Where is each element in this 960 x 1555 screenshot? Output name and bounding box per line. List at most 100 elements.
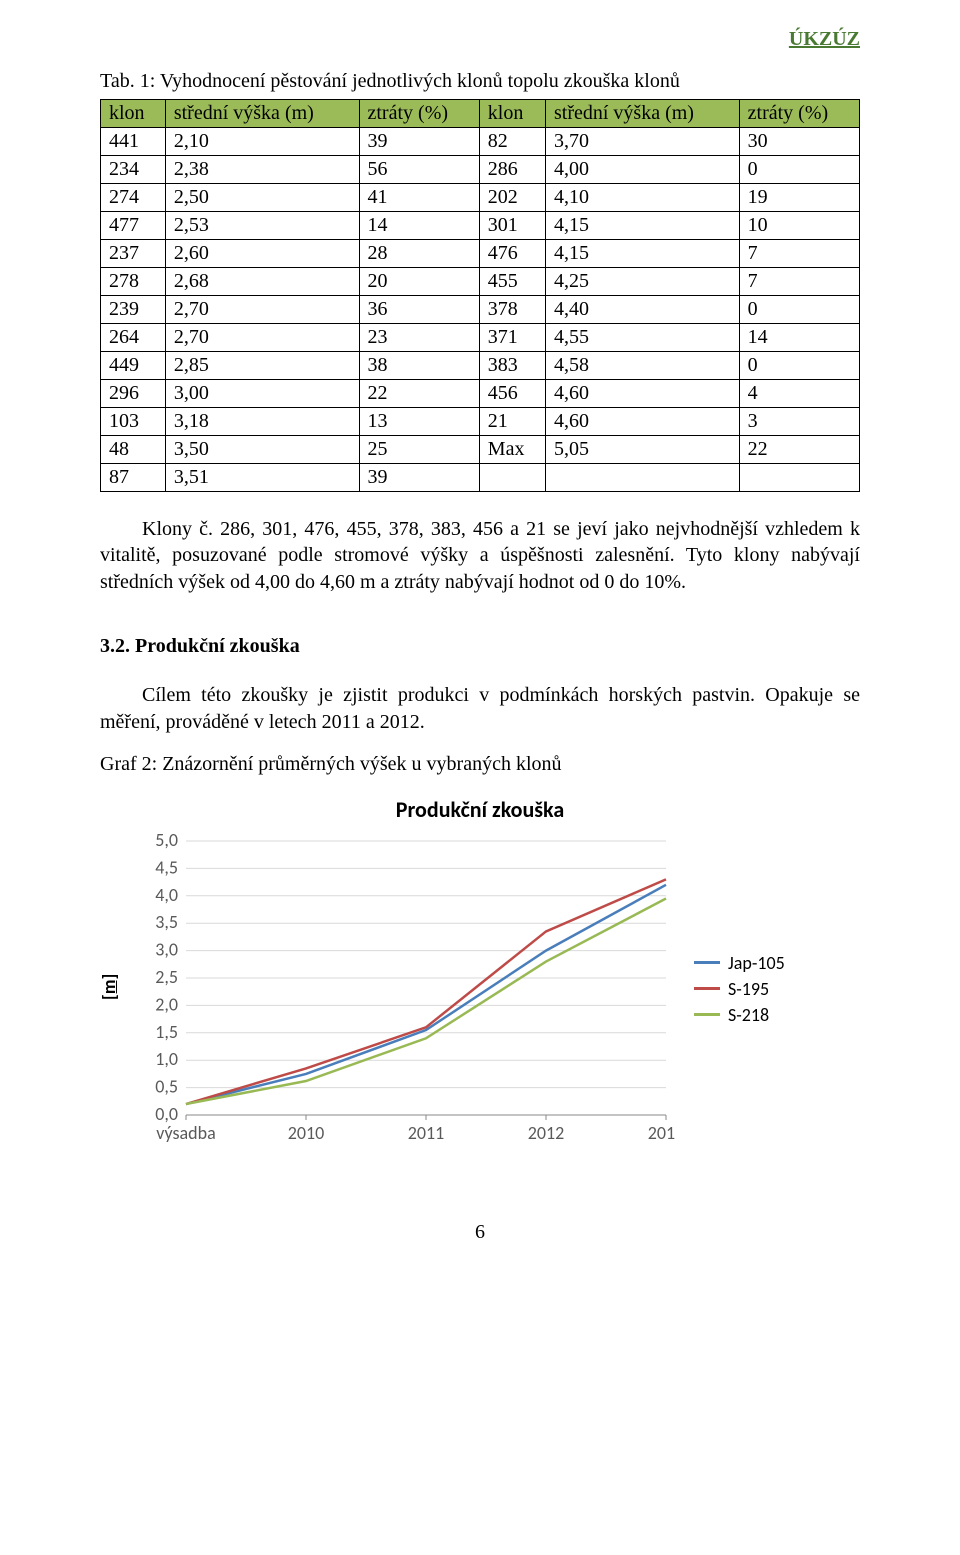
table1-cell: 56 xyxy=(359,156,479,184)
legend-swatch xyxy=(694,1013,720,1016)
legend-item: Jap-105 xyxy=(694,952,785,974)
table1-cell: 3,70 xyxy=(546,128,740,156)
table1-header-cell: střední výška (m) xyxy=(165,100,359,128)
table-row: 1033,1813214,603 xyxy=(101,408,860,436)
table1-cell: 4,15 xyxy=(546,240,740,268)
table1-cell: 14 xyxy=(359,212,479,240)
table1-cell: 3,18 xyxy=(165,408,359,436)
table1-cell: 36 xyxy=(359,296,479,324)
table1-cell: 4,55 xyxy=(546,324,740,352)
table1-cell: 371 xyxy=(479,324,545,352)
table-row: 2392,70363784,400 xyxy=(101,296,860,324)
table1-cell: 2,60 xyxy=(165,240,359,268)
table1-cell: 274 xyxy=(101,184,166,212)
svg-text:3,0: 3,0 xyxy=(155,939,178,961)
legend-swatch xyxy=(694,961,720,964)
table1-header-cell: ztráty (%) xyxy=(359,100,479,128)
table1-cell: 0 xyxy=(739,156,859,184)
table1-cell: 4,40 xyxy=(546,296,740,324)
table1-cell: 4 xyxy=(739,380,859,408)
table1-cell: 278 xyxy=(101,268,166,296)
table1-header-cell: ztráty (%) xyxy=(739,100,859,128)
table-row: 873,5139 xyxy=(101,464,860,492)
table1: klonstřední výška (m)ztráty (%)klonstřed… xyxy=(100,99,860,492)
table1-cell: 3,00 xyxy=(165,380,359,408)
table1-cell: 2,68 xyxy=(165,268,359,296)
table1-cell: 14 xyxy=(739,324,859,352)
table1-cell: 301 xyxy=(479,212,545,240)
table1-cell: 476 xyxy=(479,240,545,268)
svg-text:2,5: 2,5 xyxy=(155,966,178,988)
table1-cell: 82 xyxy=(479,128,545,156)
legend-item: S-195 xyxy=(694,978,785,1000)
table1-cell: 10 xyxy=(739,212,859,240)
table1-cell: 3 xyxy=(739,408,859,436)
table1-cell xyxy=(739,464,859,492)
chart-plot: 0,00,51,01,52,02,53,03,54,04,55,0výsadba… xyxy=(136,831,676,1151)
chart-legend: Jap-105 S-195 S-218 xyxy=(694,952,785,1030)
table1-cell: 4,58 xyxy=(546,352,740,380)
chart-ylabel: [m] xyxy=(98,982,120,1000)
paragraph-2: Cílem této zkoušky je zjistit produkci v… xyxy=(100,682,860,735)
table-row: 2372,60284764,157 xyxy=(101,240,860,268)
page-number: 6 xyxy=(100,1221,860,1244)
legend-label: S-195 xyxy=(728,978,769,1000)
table1-cell: 2,10 xyxy=(165,128,359,156)
table1-cell: 237 xyxy=(101,240,166,268)
svg-text:1,0: 1,0 xyxy=(155,1048,178,1070)
table1-cell: 4,25 xyxy=(546,268,740,296)
svg-text:1,5: 1,5 xyxy=(155,1021,178,1043)
table1-cell: 87 xyxy=(101,464,166,492)
table1-cell xyxy=(546,464,740,492)
legend-label: S-218 xyxy=(728,1004,769,1026)
table1-cell: 23 xyxy=(359,324,479,352)
table1-cell: 39 xyxy=(359,128,479,156)
chart-title: Produkční zkouška xyxy=(100,796,860,823)
svg-text:4,5: 4,5 xyxy=(155,856,178,878)
svg-text:5,0: 5,0 xyxy=(155,831,178,851)
table1-cell: 13 xyxy=(359,408,479,436)
svg-text:0,5: 0,5 xyxy=(155,1076,178,1098)
table1-cell: 30 xyxy=(739,128,859,156)
svg-text:2013: 2013 xyxy=(648,1122,676,1144)
table1-cell: 25 xyxy=(359,436,479,464)
svg-text:3,5: 3,5 xyxy=(155,911,178,933)
table1-cell: 7 xyxy=(739,240,859,268)
table1-cell: 441 xyxy=(101,128,166,156)
svg-text:2,0: 2,0 xyxy=(155,993,178,1015)
table1-header-cell: střední výška (m) xyxy=(546,100,740,128)
table1-cell: 378 xyxy=(479,296,545,324)
table1-cell: 234 xyxy=(101,156,166,184)
table1-cell: 3,51 xyxy=(165,464,359,492)
table1-cell: 2,50 xyxy=(165,184,359,212)
table1-cell: 383 xyxy=(479,352,545,380)
table1-cell: 4,00 xyxy=(546,156,740,184)
table1-cell: 2,70 xyxy=(165,296,359,324)
table1-cell: 286 xyxy=(479,156,545,184)
graph2-caption: Graf 2: Znázornění průměrných výšek u vy… xyxy=(100,753,860,776)
table1-cell: Max xyxy=(479,436,545,464)
table1-cell: 449 xyxy=(101,352,166,380)
table1-cell: 39 xyxy=(359,464,479,492)
table-row: 2742,50412024,1019 xyxy=(101,184,860,212)
table1-cell: 4,60 xyxy=(546,380,740,408)
table1-cell: 456 xyxy=(479,380,545,408)
table1-cell xyxy=(479,464,545,492)
table1-cell: 5,05 xyxy=(546,436,740,464)
table-row: 4772,53143014,1510 xyxy=(101,212,860,240)
svg-text:2011: 2011 xyxy=(408,1122,445,1144)
table1-cell: 19 xyxy=(739,184,859,212)
table1-cell: 22 xyxy=(739,436,859,464)
table1-cell: 20 xyxy=(359,268,479,296)
table1-cell: 22 xyxy=(359,380,479,408)
table1-cell: 2,70 xyxy=(165,324,359,352)
table1-cell: 2,38 xyxy=(165,156,359,184)
table1-cell: 28 xyxy=(359,240,479,268)
chart-container: Produkční zkouška [m] 0,00,51,01,52,02,5… xyxy=(100,796,860,1151)
table1-header-cell: klon xyxy=(479,100,545,128)
table1-cell: 0 xyxy=(739,296,859,324)
page-header-right: ÚKZÚZ xyxy=(789,28,860,51)
table1-cell: 296 xyxy=(101,380,166,408)
svg-text:2012: 2012 xyxy=(528,1122,565,1144)
paragraph-1: Klony č. 286, 301, 476, 455, 378, 383, 4… xyxy=(100,516,860,595)
